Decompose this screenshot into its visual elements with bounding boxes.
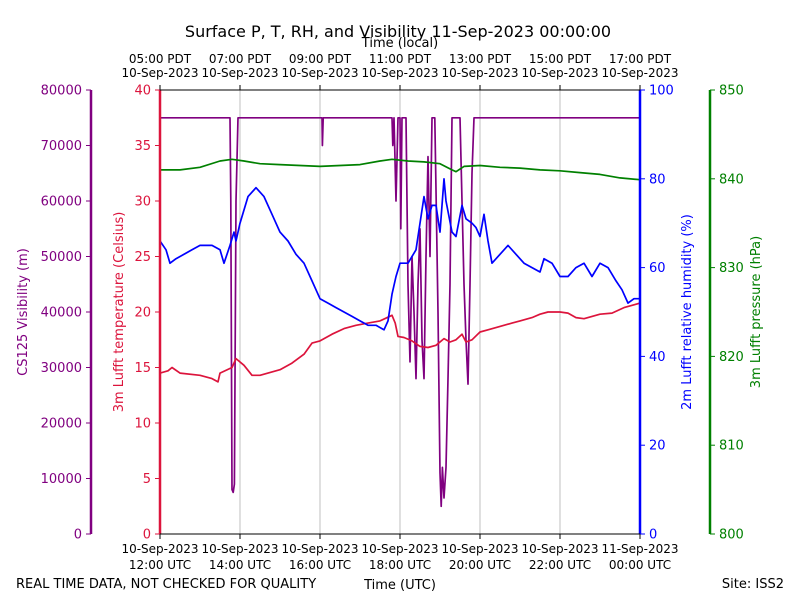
top-tick-time: 05:00 PDT (129, 52, 192, 66)
x-tick-time: 14:00 UTC (209, 558, 271, 572)
visibility-tick-label: 40000 (41, 306, 82, 321)
humidity-series-line (160, 177, 640, 331)
temperature-tick-label: 20 (134, 306, 151, 321)
temperature-tick-label: 10 (134, 417, 151, 432)
top-tick-time: 17:00 PDT (609, 52, 672, 66)
x-tick-time: 22:00 UTC (529, 558, 591, 572)
top-tick-time: 11:00 PDT (369, 52, 432, 66)
chart-title: Surface P, T, RH, and Visibility 11-Sep-… (185, 22, 611, 41)
humidity-axis-label: 2m Lufft relative humidity (%) (680, 214, 695, 410)
temperature-tick-label: 25 (134, 250, 151, 265)
pressure-tick-label: 820 (719, 350, 744, 365)
visibility-tick-label: 0 (74, 528, 82, 543)
x-tick-time: 00:00 UTC (609, 558, 671, 572)
top-tick-date: 10-Sep-2023 (201, 66, 278, 80)
footer-site: Site: ISS2 (722, 577, 784, 592)
humidity-tick-label: 40 (649, 350, 666, 365)
pressure-series-line (160, 158, 640, 181)
humidity-tick-label: 100 (649, 84, 674, 99)
pressure-tick-label: 850 (719, 84, 744, 99)
top-tick-time: 15:00 PDT (529, 52, 592, 66)
top-tick-time: 07:00 PDT (209, 52, 272, 66)
x-tick-time: 20:00 UTC (449, 558, 511, 572)
visibility-tick-label: 20000 (41, 417, 82, 432)
temperature-tick-label: 30 (134, 195, 151, 210)
x-tick-date: 10-Sep-2023 (121, 542, 198, 556)
top-tick-time: 09:00 PDT (289, 52, 352, 66)
visibility-axis-label: CS125 Visibility (m) (16, 248, 31, 376)
visibility-tick-label: 80000 (41, 84, 82, 99)
temperature-tick-label: 5 (143, 472, 151, 487)
temperature-tick-label: 40 (134, 84, 151, 99)
top-tick-date: 10-Sep-2023 (601, 66, 678, 80)
x-tick-date: 10-Sep-2023 (281, 542, 358, 556)
temperature-axis-label: 3m Lufft temperature (Celsius) (112, 212, 127, 413)
x-tick-date: 10-Sep-2023 (361, 542, 438, 556)
visibility-tick-label: 60000 (41, 195, 82, 210)
x-axis-label: Time (UTC) (363, 578, 436, 593)
footer-quality-note: REAL TIME DATA, NOT CHECKED FOR QUALITY (16, 577, 316, 592)
visibility-tick-label: 50000 (41, 250, 82, 265)
top-tick-date: 10-Sep-2023 (121, 66, 198, 80)
pressure-tick-label: 830 (719, 261, 744, 276)
x-tick-time: 12:00 UTC (129, 558, 191, 572)
series-layer (160, 116, 640, 508)
x-tick-time: 18:00 UTC (369, 558, 431, 572)
x-tick-time: 16:00 UTC (289, 558, 351, 572)
pressure-tick-label: 840 (719, 172, 744, 187)
humidity-tick-label: 60 (649, 261, 666, 276)
x-tick-date: 10-Sep-2023 (441, 542, 518, 556)
top-tick-date: 10-Sep-2023 (281, 66, 358, 80)
visibility-tick-label: 10000 (41, 472, 82, 487)
humidity-tick-label: 80 (649, 172, 666, 187)
pressure-axis-label: 3m Lufft pressure (hPa) (749, 236, 764, 388)
pressure-tick-label: 800 (719, 528, 744, 543)
top-tick-time: 13:00 PDT (449, 52, 512, 66)
ticks: 0 5 10 15 20 25 30 35 40 0 10000 20000 30000 40000 500… (41, 52, 744, 572)
pressure-tick-label: 810 (719, 439, 744, 454)
top-tick-date: 10-Sep-2023 (521, 66, 598, 80)
visibility-tick-label: 70000 (41, 139, 82, 154)
visibility-tick-label: 30000 (41, 361, 82, 376)
temperature-tick-label: 35 (134, 139, 151, 154)
temperature-tick-label: 0 (143, 528, 151, 543)
top-tick-date: 10-Sep-2023 (441, 66, 518, 80)
temperature-tick-label: 15 (134, 361, 151, 376)
temperature-series-line (160, 302, 640, 383)
top-tick-date: 10-Sep-2023 (361, 66, 438, 80)
x-tick-date: 11-Sep-2023 (601, 542, 678, 556)
humidity-tick-label: 0 (649, 528, 657, 543)
x-tick-date: 10-Sep-2023 (521, 542, 598, 556)
x-tick-date: 10-Sep-2023 (201, 542, 278, 556)
humidity-tick-label: 20 (649, 439, 666, 454)
top-axis-label: Time (local) (361, 36, 438, 51)
